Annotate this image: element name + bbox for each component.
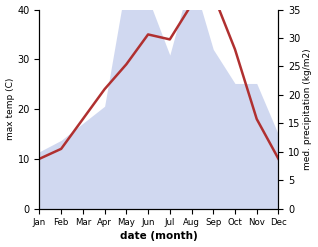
Y-axis label: med. precipitation (kg/m2): med. precipitation (kg/m2)	[303, 48, 313, 170]
X-axis label: date (month): date (month)	[120, 231, 198, 242]
Y-axis label: max temp (C): max temp (C)	[5, 78, 15, 140]
